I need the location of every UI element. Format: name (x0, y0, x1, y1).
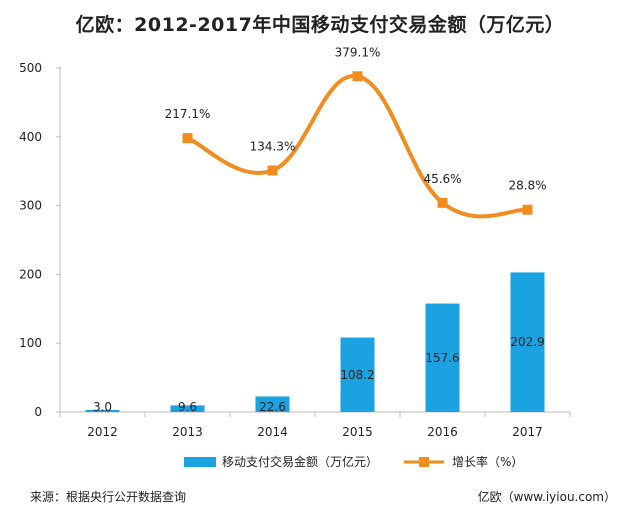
axes: 0 100 200 300 400 500 2012 2013 2014 2015 2016 2017 (19, 61, 571, 439)
y-tick-label: 100 (19, 336, 42, 350)
y-tick-label: 300 (19, 199, 42, 213)
growth-point-2015 (352, 71, 363, 82)
growth-value-label: 379.1% (335, 45, 381, 59)
legend-bar-label: 移动支付交易金额（万亿元） (222, 454, 378, 469)
growth-value-label: 28.8% (508, 179, 546, 193)
bar-2013 (170, 405, 205, 412)
bar-value-label: 108.2 (340, 368, 374, 382)
legend-line-marker (419, 457, 429, 467)
growth-point-2014 (267, 165, 278, 176)
growth-value-label: 134.3% (250, 140, 296, 154)
growth-point-2013 (182, 133, 193, 144)
x-tick-label: 2017 (512, 425, 543, 439)
growth-point-2017 (522, 204, 533, 215)
bar-value-label: 3.0 (93, 400, 112, 414)
bar-2015 (340, 337, 375, 412)
y-tick-label: 500 (19, 61, 42, 75)
x-tick-label: 2016 (427, 425, 458, 439)
growth-line-path (185, 74, 530, 219)
legend: 移动支付交易金额（万亿元） 增长率（%） (184, 454, 523, 469)
chart-title: 亿欧：2012-2017年中国移动支付交易金额（万亿元） (75, 14, 565, 36)
bar-series: 3.0 9.6 22.6 108.2 157.6 202.9 (85, 272, 545, 414)
legend-bar-swatch (184, 457, 216, 467)
bar-value-label: 9.6 (178, 400, 197, 414)
bar-value-label: 202.9 (510, 335, 544, 349)
x-tick-label: 2012 (87, 425, 118, 439)
growth-value-label: 45.6% (423, 172, 461, 186)
x-tick-label: 2015 (342, 425, 373, 439)
bar-2012 (85, 409, 120, 412)
growth-point-2016 (437, 197, 448, 208)
legend-line-label: 增长率（%） (452, 454, 523, 469)
y-tick-label: 200 (19, 267, 42, 281)
bar-value-label: 157.6 (425, 351, 459, 365)
x-tick-label: 2014 (257, 425, 288, 439)
x-tick-label: 2013 (172, 425, 203, 439)
bar-value-label: 22.6 (259, 400, 286, 414)
source-note: 来源：根据央行公开数据查询 (30, 490, 187, 504)
growth-value-label: 217.1% (165, 107, 211, 121)
bar-2014 (255, 396, 290, 412)
y-tick-label: 0 (34, 405, 42, 419)
y-tick-label: 400 (19, 130, 42, 144)
bar-2017 (510, 272, 545, 412)
growth-line-series: 217.1% 134.3% 379.1% 45.6% 28.8% (165, 45, 547, 219)
bar-2016 (425, 303, 460, 412)
credit-note: 亿欧（www.iyiou.com） (477, 490, 616, 504)
